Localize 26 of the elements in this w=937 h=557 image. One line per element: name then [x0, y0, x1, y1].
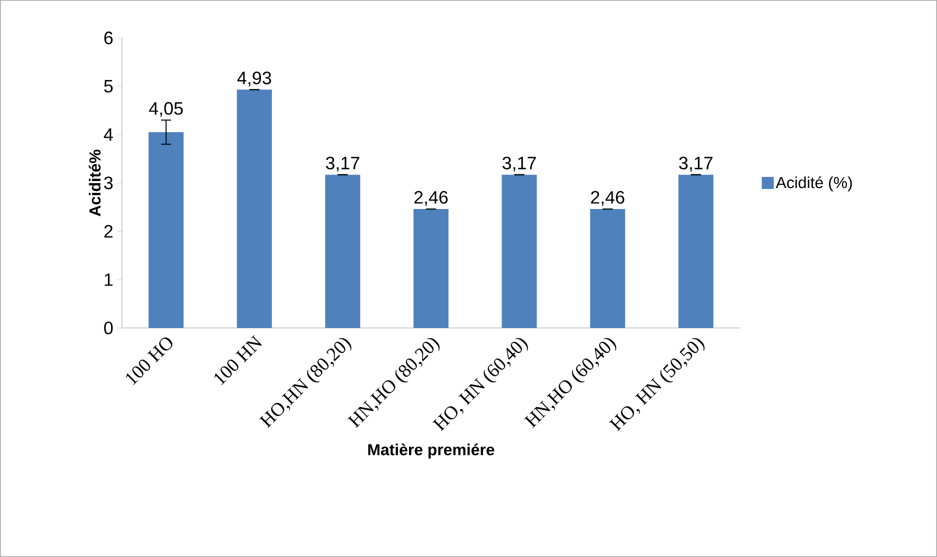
y-tick-label: 3 [104, 176, 113, 190]
bar [325, 174, 360, 328]
bar [148, 132, 184, 328]
y-tick-label: 1 [104, 273, 113, 286]
x-tick-label: 100 HN [214, 335, 262, 386]
data-label: 2,46 [414, 191, 448, 206]
bar [236, 90, 272, 328]
x-axis-title: Matière premiére [368, 444, 494, 459]
x-tick-label: 100 HO [126, 338, 172, 386]
y-tick-label: 0 [104, 322, 113, 334]
data-label: 3,17 [502, 156, 536, 172]
data-label: 4,05 [149, 102, 183, 117]
bar [590, 209, 626, 328]
y-axis-title: Acidité% [88, 150, 101, 216]
legend-label: Acidité (%) [776, 176, 852, 192]
y-tick-label: 5 [104, 80, 113, 93]
data-label: 3,17 [326, 156, 360, 172]
data-label: 3,17 [679, 156, 712, 172]
bar [502, 174, 537, 328]
bar [678, 174, 714, 328]
bar [413, 209, 448, 328]
data-label: 4,93 [237, 72, 272, 86]
y-tick-label: 4 [104, 128, 113, 141]
y-tick-label: 6 [104, 32, 113, 44]
data-label: 2,46 [591, 191, 624, 206]
y-tick-label: 2 [104, 225, 113, 238]
